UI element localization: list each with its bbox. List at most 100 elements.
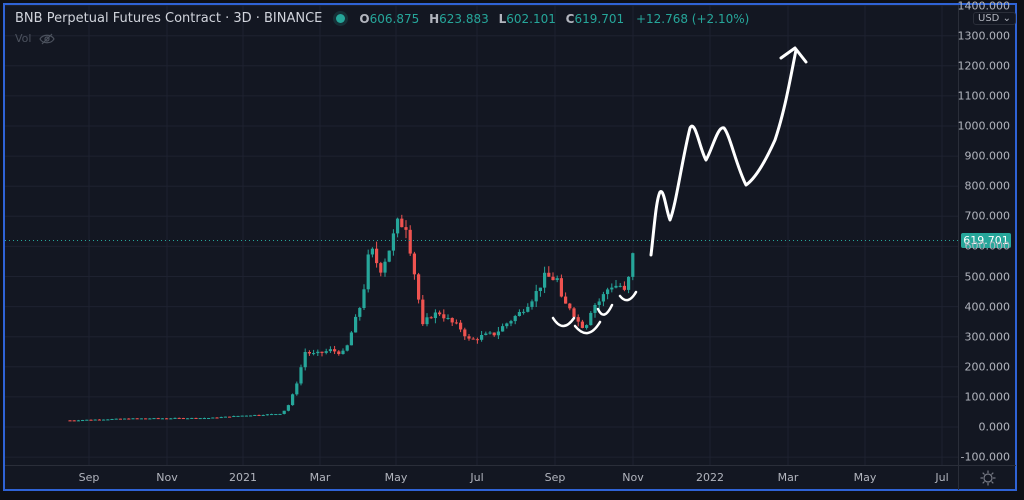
candle-body [291,394,295,406]
candle-body [412,253,416,275]
candle-body [316,351,320,354]
time-tick-label: Nov [156,471,178,484]
candle-body [118,418,122,420]
time-tick-label: Jul [935,471,949,484]
eye-crossed-icon[interactable] [39,33,56,45]
candle-body [396,218,400,234]
price-tick-label: 400.000 [964,300,1011,314]
high-value: 623.883 [439,11,489,26]
candle-body [442,314,446,319]
currency-selector[interactable]: USD ⌄ [973,12,1016,25]
candle-body [488,332,492,334]
annotation-arc [551,316,576,328]
candle-body [232,416,236,418]
candle-body [429,317,433,319]
price-tick-label: 900.000 [964,149,1011,163]
candle-body [467,336,471,339]
candle-body [68,420,72,422]
candle-body [152,418,156,420]
time-tick-label: Mar [777,471,799,484]
price-tick-label: 0.000 [978,420,1011,434]
candle-body [337,351,341,355]
candle-body [568,303,572,309]
candle-body [249,415,253,417]
candle-body [72,420,76,422]
candle-body [433,312,437,319]
candle-body [211,417,215,419]
annotation-arc [596,303,614,316]
candle-body [526,306,530,312]
candle-body [547,272,551,277]
price-tick-label: 800.000 [964,179,1011,193]
candle-body [102,419,106,421]
candle-body [593,304,597,313]
candle-body [509,321,513,324]
market-status-dot-icon [336,14,346,23]
candle-body [543,272,547,288]
price-axis[interactable]: USD ⌄ 619.701 1400.000 1300.000 1200.000 11… [957,0,1016,465]
price-tick-label: 1400.000 [957,0,1011,13]
candle-body [97,419,101,421]
candle-body [438,312,442,315]
candle-body [618,285,622,287]
candle-body [333,349,337,352]
candle-body [576,317,580,322]
candle-body [312,353,316,355]
candle-body [156,418,160,420]
currency-label: USD [978,13,1000,24]
price-tick-label: 700.000 [964,209,1011,223]
high-label: H [429,11,440,26]
annotation-arc [573,320,602,335]
candle-body [484,333,488,335]
candle-body [417,274,421,300]
candle-body [144,418,148,420]
volume-label[interactable]: Vol [15,32,32,45]
candle-body [215,417,219,419]
candle-body [295,383,299,395]
open-label: O [359,11,370,26]
candle-body [421,299,425,325]
candle-body [370,248,374,255]
candle-body [93,419,97,421]
candle-body [257,414,261,416]
candle-body [85,419,89,421]
candle-body [580,321,584,328]
candle-body [585,325,589,328]
candle-body [286,405,290,411]
candle-body [219,417,223,419]
candle-body [358,307,362,317]
chart-pane[interactable]: BNB Perpetual Futures Contract · 3D · BI… [5,5,958,465]
candle-body [475,339,479,341]
candle-body [471,338,475,340]
time-tick-label: Sep [78,471,100,484]
price-tick-label: 500.000 [964,270,1011,283]
candle-body [425,317,429,325]
candle-body [345,345,349,351]
candle-body [165,418,169,420]
candle-body [597,301,601,305]
candle-body [177,417,181,419]
chart-settings-button[interactable] [958,465,1016,490]
candle-body [631,253,635,277]
time-axis[interactable]: Sep Nov 2021 Mar May Jul Sep Nov 2022 Mar May Jul [5,465,958,490]
candle-body [400,218,404,228]
candle-body [375,248,379,264]
candle-body [135,418,139,420]
arrow-up-icon [779,46,808,64]
candle-body [391,233,395,251]
candle-body [534,291,538,302]
close-label: C [565,11,575,26]
candle-body [76,420,80,422]
symbol-title[interactable]: BNB Perpetual Futures Contract · 3D · BI… [15,11,323,26]
candle-body [589,312,593,326]
candle-body [328,349,332,352]
candle-body [173,417,177,419]
candle-body [207,417,211,419]
time-tick-label: Sep [544,471,566,484]
candle-body [513,316,517,322]
low-label: L [498,11,507,26]
candlestick-chart[interactable] [5,5,958,465]
price-tick-label: 200.000 [964,360,1011,374]
price-tick-label: 1000.000 [957,119,1011,133]
candle-body [387,250,391,262]
